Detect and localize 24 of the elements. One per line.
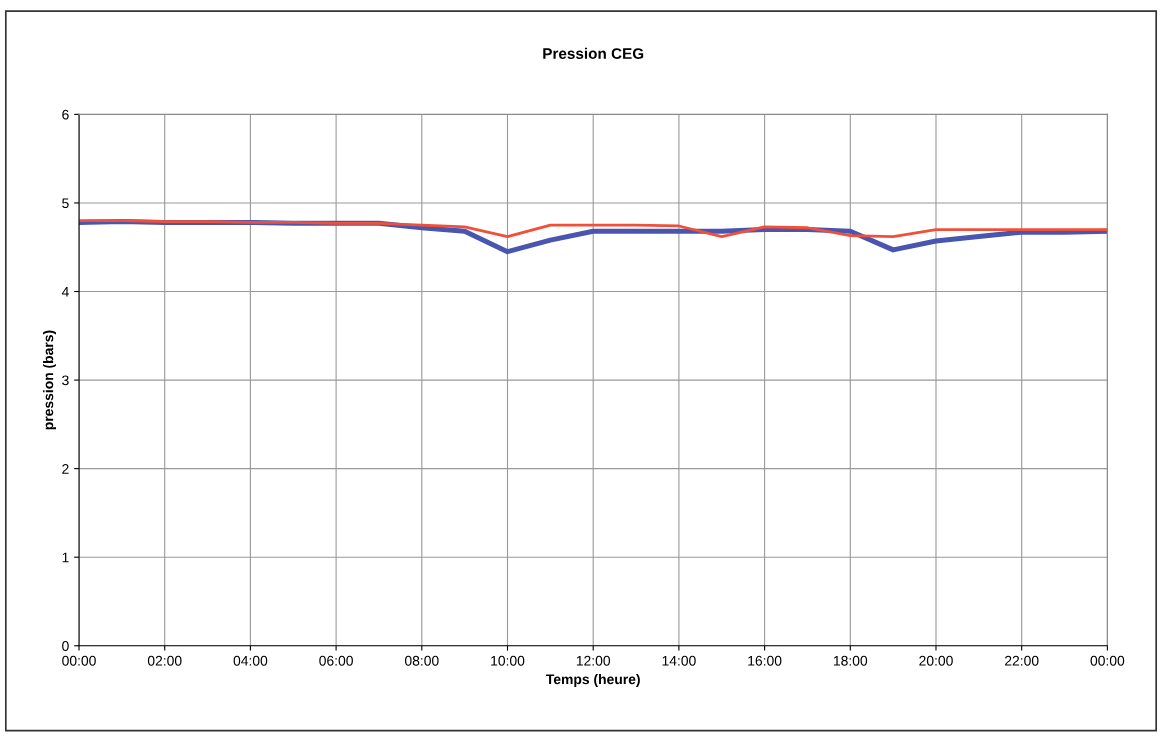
- y-tick-label: 5: [62, 198, 69, 209]
- y-axis-title: pression (bars): [43, 330, 57, 430]
- x-tick-label: 00:00: [1090, 655, 1125, 666]
- y-tick-label: 0: [62, 641, 69, 651]
- x-tick-label: 00:00: [62, 655, 96, 666]
- y-tick-label: 1: [62, 552, 69, 563]
- x-tick-label: 12:00: [576, 655, 611, 666]
- x-tick-label: 22:00: [1005, 655, 1039, 666]
- chart-title: Pression CEG: [543, 47, 644, 59]
- x-tick-label: 02:00: [147, 655, 182, 666]
- y-tick-label: 2: [62, 463, 69, 474]
- y-tick-label: 3: [62, 375, 69, 386]
- x-tick-label: 08:00: [404, 655, 439, 666]
- x-tick-label: 04:00: [233, 655, 268, 666]
- line-series: [79, 219, 1108, 238]
- y-tick-label: 4: [61, 286, 69, 297]
- x-tick-label: 14:00: [662, 655, 696, 666]
- y-tick-label: 6: [62, 109, 69, 120]
- x-axis-title: Temps (heure): [546, 673, 640, 687]
- x-tick-label: 16:00: [748, 655, 782, 666]
- x-tick-label: 06:00: [319, 655, 353, 666]
- x-tick-label: 18:00: [833, 655, 868, 666]
- x-tick-label: 10:00: [491, 655, 525, 666]
- x-tick-label: 20:00: [919, 655, 953, 666]
